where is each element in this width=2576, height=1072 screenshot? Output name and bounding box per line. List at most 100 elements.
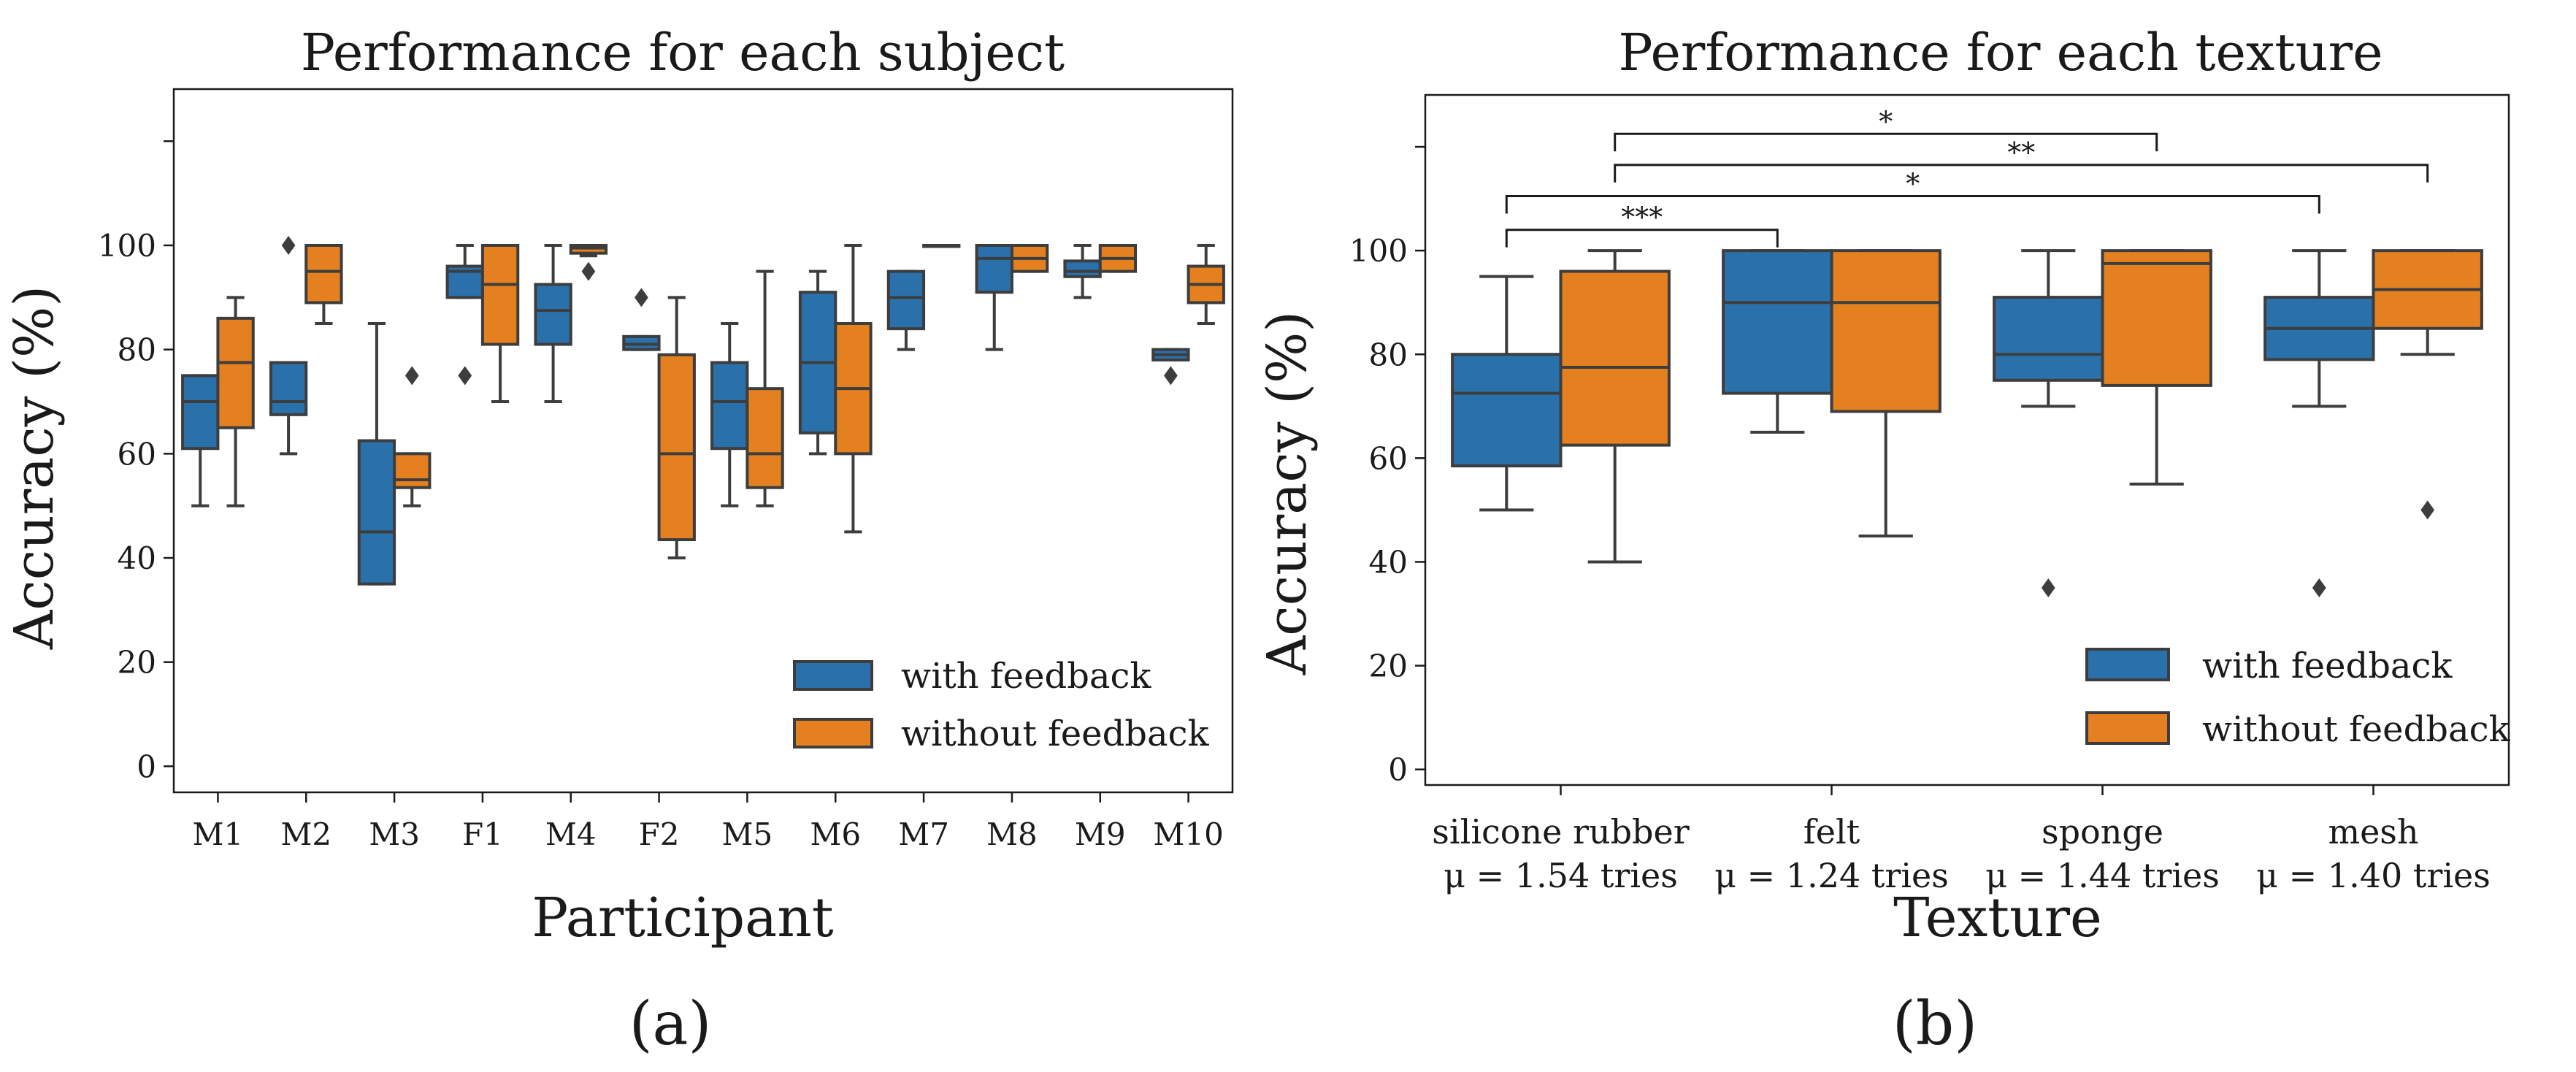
- texture-y-axis-label: Accuracy (%): [1256, 311, 1319, 675]
- iqr-box: [216, 316, 255, 429]
- y-tick-label: 40: [118, 540, 156, 576]
- outlier-point: [405, 366, 419, 386]
- outlier-point: [2041, 578, 2055, 597]
- significance-bracket: [1505, 195, 2320, 214]
- box-with-feedback: [798, 269, 837, 456]
- x-tick-label: F2: [639, 816, 680, 852]
- iqr-box: [745, 387, 784, 489]
- significance-label: **: [2007, 137, 2035, 169]
- box-without-feedback: [2372, 249, 2483, 520]
- y-tick-label: 60: [118, 436, 156, 472]
- box-with-feedback: [1063, 244, 1102, 299]
- box-without-feedback: [569, 244, 608, 281]
- x-tick-label: M1: [193, 816, 244, 852]
- box-without-feedback: [834, 244, 873, 534]
- box-without-feedback: [304, 244, 343, 325]
- iqr-box: [1451, 353, 1563, 468]
- iqr-box: [1559, 269, 1671, 447]
- y-tick-label: 60: [1369, 440, 1408, 476]
- panel-label-b: (b): [1893, 989, 1977, 1059]
- box-with-feedback: [445, 244, 484, 386]
- box-without-feedback: [2101, 249, 2212, 486]
- iqr-box: [1830, 249, 1941, 413]
- box-without-feedback: [1559, 249, 1671, 564]
- x-tick-note: μ = 1.54 tries: [1444, 856, 1678, 895]
- iqr-box: [2101, 249, 2212, 387]
- x-tick-label: M6: [810, 816, 861, 852]
- texture-chart-title: Performance for each texture: [1618, 23, 2383, 83]
- x-tick-label: mesh: [2328, 812, 2418, 851]
- box-with-feedback: [357, 322, 396, 586]
- y-tick-label: 20: [118, 645, 156, 681]
- box-without-feedback: [393, 366, 432, 508]
- texture-x-axis-label: Texture: [1893, 887, 2102, 949]
- box-with-feedback: [1151, 348, 1190, 386]
- iqr-box: [480, 244, 520, 346]
- legend-label-without-feedback: without feedback: [2202, 709, 2511, 750]
- iqr-box: [269, 361, 308, 416]
- x-tick-label: M7: [898, 816, 949, 852]
- y-tick-label: 0: [1388, 752, 1408, 788]
- box-without-feedback: [922, 244, 961, 248]
- outlier-point: [281, 236, 296, 255]
- panel-label-a: (a): [629, 989, 712, 1059]
- significance-bracket: [1614, 164, 2429, 183]
- outlier-point: [2420, 500, 2435, 520]
- x-tick-note: μ = 1.44 tries: [1985, 856, 2220, 895]
- texture-chart: Performance for each texture 0 20 40 60 80 10…: [1256, 23, 2511, 1059]
- box-with-feedback: [534, 244, 572, 403]
- box-with-feedback: [710, 322, 749, 508]
- box-without-feedback: [1098, 244, 1138, 273]
- y-tick-label: 40: [1369, 544, 1408, 580]
- iqr-box: [534, 283, 572, 346]
- box-with-feedback: [622, 288, 661, 351]
- legend-swatch-with-feedback: [793, 660, 873, 691]
- legend-swatch-without-feedback: [2085, 711, 2170, 745]
- subject-chart-title: Performance for each subject: [301, 23, 1065, 83]
- iqr-box: [975, 244, 1013, 294]
- box-with-feedback: [975, 244, 1013, 351]
- x-tick-label: sponge: [2042, 812, 2163, 851]
- subject-legend: with feedback without feedback: [793, 656, 1210, 754]
- box-without-feedback: [1187, 244, 1225, 325]
- y-tick-label: 100: [1349, 233, 1408, 269]
- x-tick-label: M5: [722, 816, 773, 852]
- texture-chart-frame: [1424, 93, 2510, 786]
- y-tick-label: 80: [1369, 337, 1408, 372]
- x-tick-label: felt: [1803, 812, 1860, 851]
- iqr-box: [1063, 259, 1102, 278]
- box-with-feedback: [181, 374, 220, 508]
- x-tick-label: M3: [369, 816, 420, 852]
- subject-y-axis-label: Accuracy (%): [3, 286, 66, 650]
- x-tick-label: silicone rubber: [1432, 812, 1689, 851]
- iqr-box: [181, 374, 220, 451]
- significance-label: ***: [1621, 202, 1663, 234]
- box-with-feedback: [1993, 249, 2104, 597]
- outlier-point: [1164, 366, 1178, 386]
- x-tick-label: M4: [545, 816, 597, 852]
- x-tick-label: M2: [280, 816, 331, 852]
- y-tick-label: 0: [137, 749, 156, 784]
- significance-bracket: [1505, 229, 1779, 248]
- outlier-point: [635, 288, 648, 307]
- subject-x-axis-label: Participant: [532, 887, 834, 949]
- iqr-box: [1993, 296, 2104, 382]
- iqr-box: [393, 452, 432, 489]
- iqr-box: [657, 353, 696, 542]
- box-with-feedback: [886, 269, 926, 351]
- iqr-box: [886, 269, 926, 331]
- significance-label: *: [1906, 168, 1920, 200]
- x-tick-label: M9: [1075, 816, 1126, 852]
- outlier-point: [458, 366, 472, 386]
- significance-label: *: [1879, 105, 1893, 137]
- x-tick-note: μ = 1.40 tries: [2256, 856, 2491, 895]
- box-with-feedback: [1451, 275, 1563, 512]
- y-tick-label: 100: [98, 228, 156, 264]
- box-with-feedback: [1722, 249, 1833, 434]
- significance-bracket: [1614, 132, 2158, 152]
- x-tick-label: F1: [462, 816, 503, 852]
- x-tick-label: M8: [986, 816, 1038, 852]
- legend-swatch-without-feedback: [793, 718, 873, 749]
- subject-chart-frame: [172, 88, 1234, 794]
